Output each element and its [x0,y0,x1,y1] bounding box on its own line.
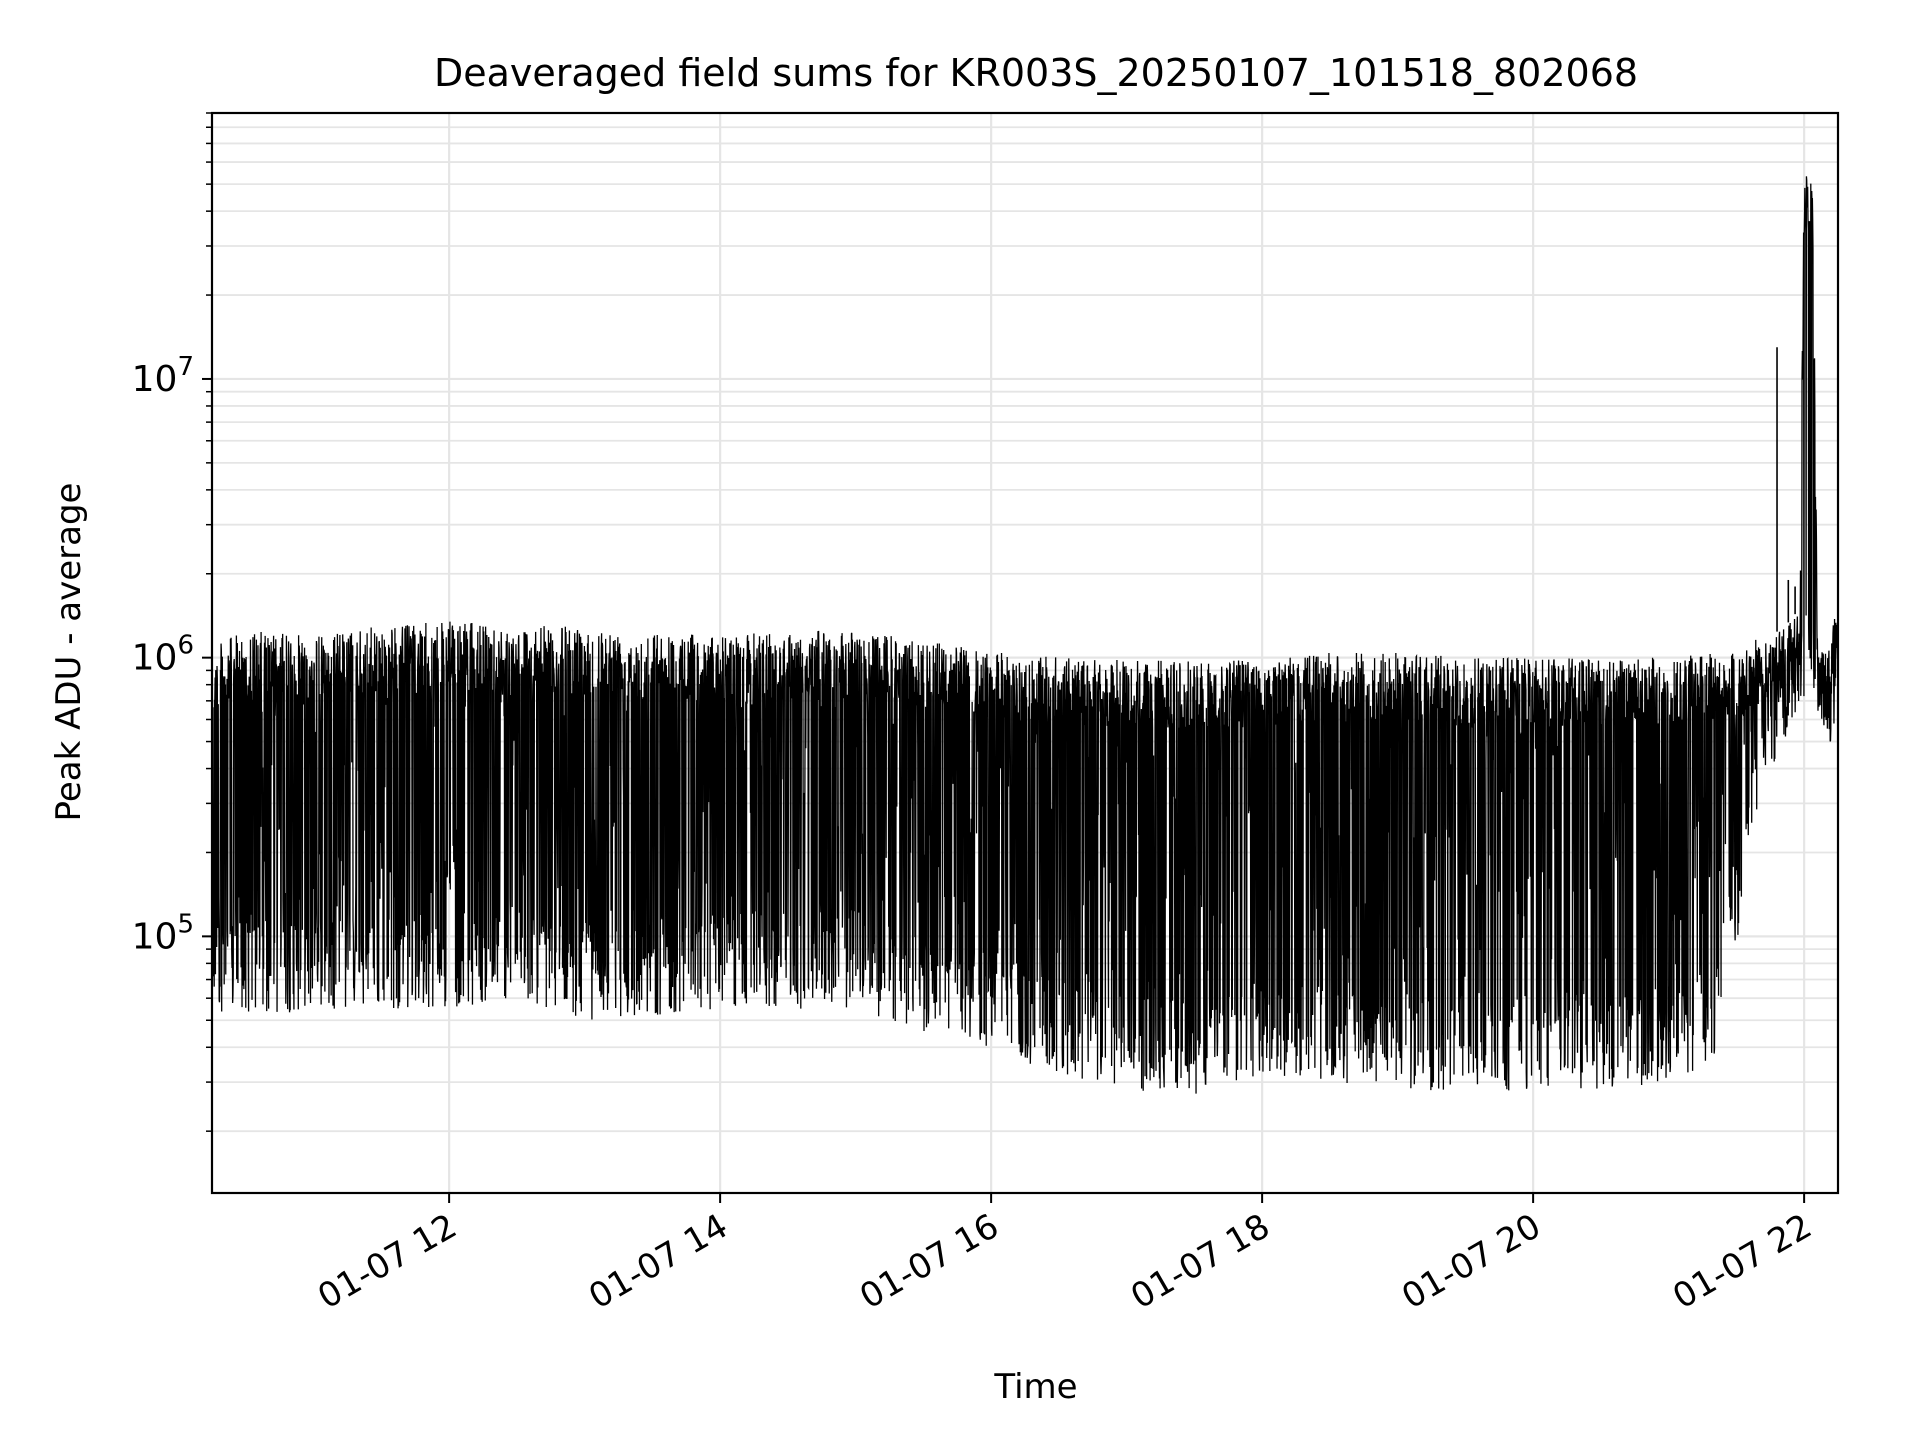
series-line-path [211,176,1839,1094]
plot-frame [210,111,1840,1195]
chart-title: Deaveraged field sums for KR003S_2025010… [434,51,1638,95]
y-axis-label: Peak ADU - average [49,483,89,822]
y-tick-label: 106 [132,631,194,679]
y-tick-label: 105 [132,909,194,957]
y-tick-label: 107 [132,352,194,400]
series-line [211,176,1839,1094]
x-axis-label: Time [993,1367,1077,1407]
